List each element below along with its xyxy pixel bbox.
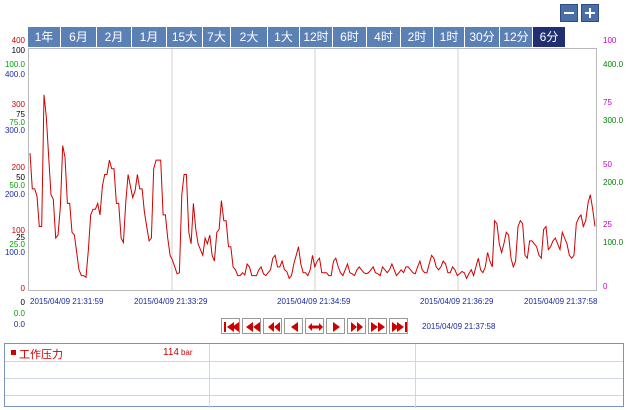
- rewind-icon: [268, 322, 280, 332]
- skip-last-icon: [392, 322, 407, 332]
- fast-forward-icon: [371, 322, 385, 332]
- left-axis-tick-label: 300.0: [4, 126, 25, 135]
- tab-12[interactable]: 1时: [434, 27, 465, 47]
- time-tick-label: 2015/04/09 21:37:58: [524, 297, 598, 306]
- left-axis-tick-label: 25.0: [9, 240, 25, 249]
- left-axis-tick-label: 0.0: [13, 309, 25, 318]
- zoom-in-button[interactable]: [581, 4, 599, 22]
- tab-13[interactable]: 30分: [465, 27, 500, 47]
- series-value-number: 114: [163, 347, 179, 358]
- right-axis-tick-label: 75: [603, 98, 612, 107]
- left-axis-tick-label: 75.0: [9, 118, 25, 127]
- left-axis-tick-label: 100: [11, 46, 25, 55]
- playback-controls: [221, 318, 410, 334]
- legend-item[interactable]: 工作压力 114 bar: [5, 344, 209, 361]
- tab-1[interactable]: 6月: [61, 27, 97, 47]
- tab-15[interactable]: 6分: [533, 27, 566, 47]
- step-forward-icon: [333, 322, 340, 332]
- right-axis-tick-label: 100: [603, 36, 617, 45]
- left-axis-tick-label: 0: [20, 298, 25, 307]
- time-tick-label: 2015/04/09 21:36:29: [420, 297, 494, 306]
- tab-7[interactable]: 1大: [268, 27, 300, 47]
- tab-4[interactable]: 15大: [167, 27, 203, 47]
- trend-chart: [29, 49, 596, 290]
- forward-button[interactable]: [347, 318, 366, 334]
- left-axis-tick-label: 200.0: [4, 190, 25, 199]
- left-axis-tick-label: 50: [16, 173, 25, 182]
- series-color-swatch: [11, 350, 16, 355]
- fast-back-button[interactable]: [242, 318, 261, 334]
- left-axis-tick-label: 75: [16, 110, 25, 119]
- step-back-icon: [291, 322, 298, 332]
- series-line: [29, 94, 596, 280]
- tab-2[interactable]: 2月: [97, 27, 132, 47]
- forward-icon: [351, 322, 363, 332]
- right-axis-tick-label: 50: [603, 160, 612, 169]
- left-axis-tick-label: 50.0: [9, 181, 25, 190]
- left-axis-tick-label: 0.0: [13, 320, 25, 329]
- expand-button[interactable]: [305, 318, 324, 334]
- right-axis-tick-label: 200.0: [603, 178, 624, 187]
- left-axis-tick-label: 25: [16, 233, 25, 242]
- left-axis-tick-label: 100.0: [4, 248, 25, 257]
- tab-10[interactable]: 4时: [367, 27, 401, 47]
- series-value: 114 bar: [163, 347, 193, 358]
- tab-6[interactable]: 2大: [231, 27, 268, 47]
- time-range-tabs: 1年 6月 2月 1月 15大 7大 2大 1大 12时 6时 4时 2时 1时 30分 12分 6分: [28, 27, 566, 47]
- first-button[interactable]: [221, 318, 240, 334]
- tab-0[interactable]: 1年: [28, 27, 61, 47]
- tab-8[interactable]: 12时: [300, 27, 333, 47]
- last-button[interactable]: [389, 318, 408, 334]
- step-forward-button[interactable]: [326, 318, 345, 334]
- zoom-out-button[interactable]: [560, 4, 578, 22]
- legend-row: [5, 361, 623, 379]
- left-axis-tick-label: 0: [20, 284, 25, 293]
- time-tick-label: 2015/04/09 21:34:59: [277, 297, 351, 306]
- right-axis-tick-label: 400.0: [603, 60, 624, 69]
- legend-row: [5, 344, 623, 362]
- double-arrow-icon: [308, 323, 323, 331]
- right-axis-tick-label: 100.0: [603, 238, 624, 247]
- left-axis-tick-label: 100.0: [4, 60, 25, 69]
- right-axis-tick-label: 25: [603, 220, 612, 229]
- left-axis-tick-label: 200: [11, 163, 25, 172]
- legend-row: [5, 378, 623, 396]
- left-axis-tick-label: 100: [11, 226, 25, 235]
- series-unit: bar: [180, 348, 193, 357]
- current-time: 2015/04/09 21:37:58: [422, 322, 496, 331]
- left-axis-tick-label: 400.0: [4, 70, 25, 79]
- time-tick-label: 2015/04/09 21:31:59: [30, 297, 104, 306]
- step-back-button[interactable]: [284, 318, 303, 334]
- time-tick-label: 2015/04/09 21:33:29: [134, 297, 208, 306]
- tab-3[interactable]: 1月: [132, 27, 167, 47]
- right-axis-tick-label: 300.0: [603, 116, 624, 125]
- plot-area: [28, 48, 597, 291]
- fast-forward-button[interactable]: [368, 318, 387, 334]
- minus-icon: [564, 12, 574, 14]
- left-axis-tick-label: 300: [11, 100, 25, 109]
- back-button[interactable]: [263, 318, 282, 334]
- series-name: 工作压力: [19, 349, 63, 361]
- fast-rewind-icon: [246, 322, 260, 332]
- legend-table: 工作压力 114 bar: [4, 343, 624, 408]
- left-axis-tick-label: 400: [11, 36, 25, 45]
- tab-9[interactable]: 6时: [333, 27, 367, 47]
- tab-11[interactable]: 2时: [401, 27, 434, 47]
- tab-5[interactable]: 7大: [203, 27, 231, 47]
- right-axis-tick-label: 0: [603, 282, 608, 291]
- tab-14[interactable]: 12分: [500, 27, 533, 47]
- skip-first-icon: [224, 322, 239, 332]
